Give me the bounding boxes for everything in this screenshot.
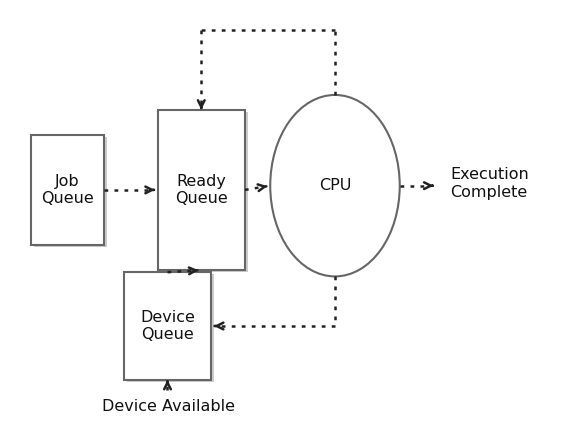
FancyBboxPatch shape [124,272,211,380]
Text: Device
Queue: Device Queue [140,310,195,342]
Text: CPU: CPU [319,178,351,193]
Text: Job
Queue: Job Queue [41,174,94,206]
Ellipse shape [270,95,400,276]
FancyBboxPatch shape [158,110,245,270]
FancyBboxPatch shape [34,137,107,247]
FancyBboxPatch shape [31,135,104,245]
FancyBboxPatch shape [160,112,248,272]
Text: Ready
Queue: Ready Queue [175,174,227,206]
Text: Device Available: Device Available [102,399,235,414]
Text: Execution
Complete: Execution Complete [450,168,529,200]
FancyBboxPatch shape [127,274,214,382]
